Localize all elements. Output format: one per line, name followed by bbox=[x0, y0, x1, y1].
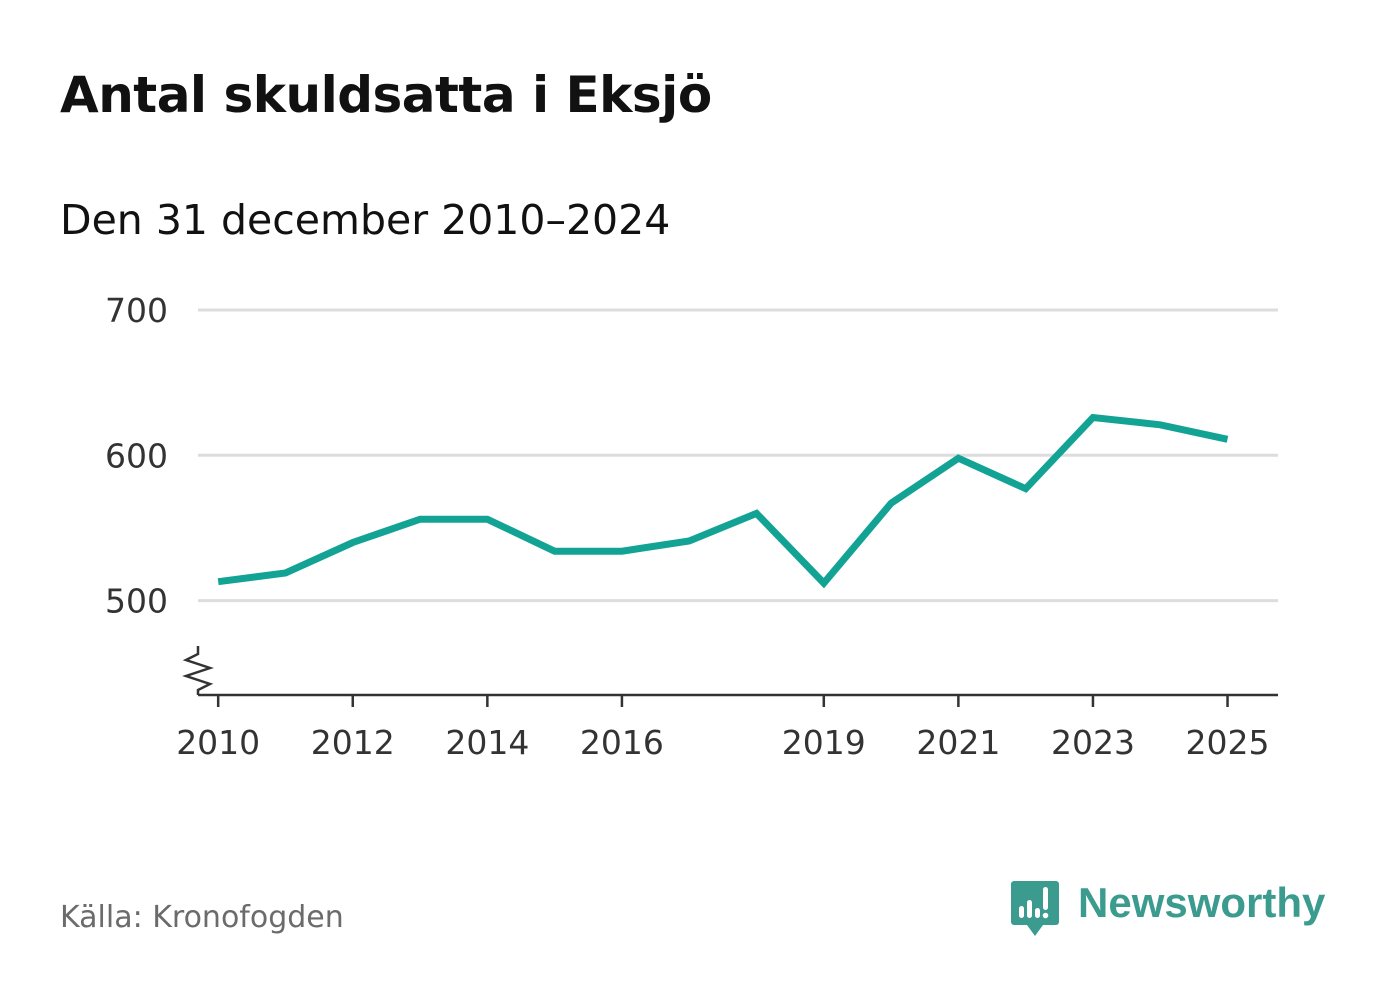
x-tick-label-2021: 2021 bbox=[916, 723, 1000, 762]
x-tick-label-2012: 2012 bbox=[311, 723, 395, 762]
gridlines bbox=[198, 308, 1278, 603]
x-axis bbox=[182, 646, 1278, 697]
y-tick-label-600: 600 bbox=[105, 436, 168, 475]
newsworthy-logo-icon bbox=[1011, 881, 1059, 936]
x-axis-ticks: 2010 2012 2014 2016 2019 2021 2023 2025 bbox=[176, 695, 1270, 762]
brand-name: Newsworthy bbox=[1078, 879, 1326, 926]
y-axis-ticks: 500 600 700 bbox=[105, 291, 168, 621]
chart-subtitle: Den 31 december 2010–2024 bbox=[60, 196, 671, 244]
x-tick-label-2016: 2016 bbox=[580, 723, 664, 762]
source-note: Källa: Kronofogden bbox=[60, 900, 344, 935]
x-tick-label-2010: 2010 bbox=[176, 723, 260, 762]
y-axis-break-icon bbox=[182, 646, 214, 695]
data-series bbox=[217, 413, 1229, 589]
y-tick-label-700: 700 bbox=[105, 291, 168, 330]
chart-title: Antal skuldsatta i Eksjö bbox=[60, 66, 712, 124]
brand-logo: Newsworthy bbox=[1010, 878, 1325, 940]
x-tick-label-2014: 2014 bbox=[445, 723, 529, 762]
series-line-0 bbox=[217, 413, 1229, 589]
y-tick-label-500: 500 bbox=[105, 582, 168, 621]
x-tick-label-2023: 2023 bbox=[1051, 723, 1135, 762]
x-tick-label-2025: 2025 bbox=[1186, 723, 1270, 762]
x-tick-label-2019: 2019 bbox=[782, 723, 866, 762]
